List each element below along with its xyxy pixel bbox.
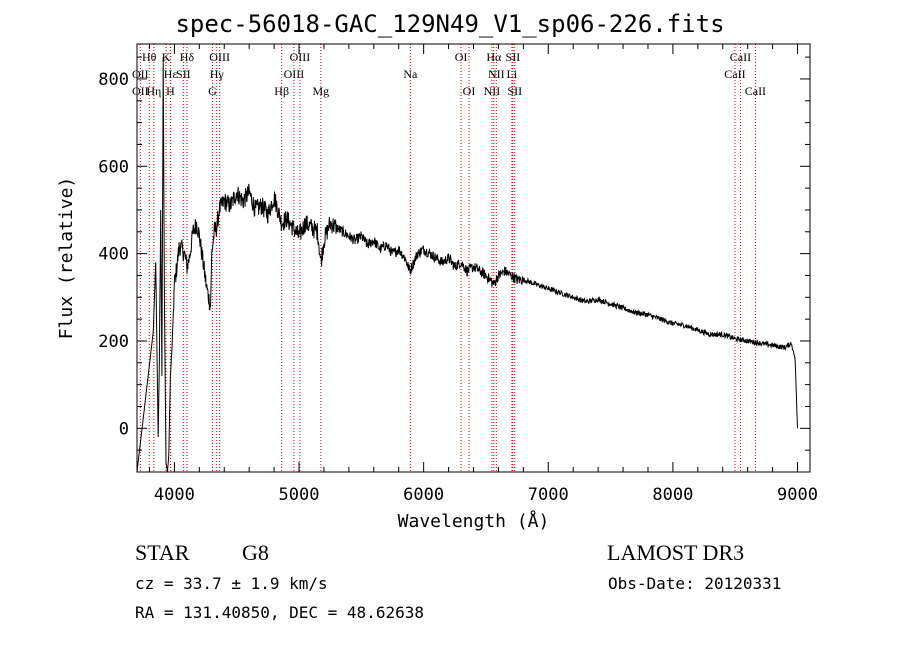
line-marker-label: OIII: [290, 50, 311, 64]
line-marker-label: NII: [484, 84, 501, 98]
line-marker-label: OIII: [284, 67, 305, 81]
chart-title: spec-56018-GAC_129N49_V1_sp06-226.fits: [175, 10, 725, 38]
y-tick-label: 600: [98, 157, 129, 177]
line-marker-label: K: [162, 50, 171, 64]
coordinates-readout: RA = 131.40850, DEC = 48.62638: [135, 603, 424, 622]
x-tick-label: 5000: [279, 485, 320, 505]
y-tick-label: 0: [119, 419, 129, 439]
spectrum-line: [136, 57, 798, 473]
plot-frame: [136, 43, 811, 473]
line-marker-label: OII: [132, 84, 149, 98]
line-marker-label: Li: [507, 67, 518, 81]
y-tick-label: 200: [98, 332, 129, 352]
y-axis-label: Flux (relative): [56, 177, 77, 340]
tick-labels-group: 4000 5000 6000 7000 8000 9000 0 200 400 600 800: [98, 70, 818, 505]
line-marker-label: Hγ: [210, 67, 225, 81]
x-tick-label: 9000: [777, 485, 818, 505]
line-marker-label: NII: [488, 67, 505, 81]
line-marker-label: H: [166, 84, 175, 98]
line-marker-label: Hη: [146, 84, 161, 98]
line-marker-label: OI: [463, 84, 476, 98]
x-tick-label: 7000: [528, 485, 569, 505]
line-marker-label: CaII: [745, 84, 766, 98]
x-tick-label: 4000: [154, 485, 195, 505]
marker-lines-group: [139, 44, 756, 472]
object-class: STAR: [135, 540, 190, 565]
x-tick-label: 6000: [403, 485, 444, 505]
y-tick-label: 800: [98, 70, 129, 90]
line-marker-label: Na: [403, 67, 418, 81]
observation-date: Obs-Date: 20120331: [608, 574, 782, 593]
x-tick-label: 8000: [652, 485, 693, 505]
line-marker-label: CaII: [730, 50, 751, 64]
line-marker-label: SII: [507, 84, 522, 98]
line-marker-label: G: [208, 84, 217, 98]
x-axis-label: Wavelength (Å): [398, 510, 550, 532]
y-tick-label: 400: [98, 245, 129, 265]
line-marker-label: Mg: [312, 84, 329, 98]
line-marker-label: OIII: [209, 50, 230, 64]
line-marker-label: OI: [455, 50, 468, 64]
line-marker-label: SII: [176, 67, 191, 81]
line-marker-label: Hα: [486, 50, 502, 64]
axis-ticks-group: [137, 44, 810, 473]
line-marker-label: Hδ: [180, 50, 195, 64]
line-marker-label: Hβ: [274, 84, 289, 98]
line-marker-label: CaII: [724, 67, 745, 81]
line-marker-label: Hθ: [142, 50, 157, 64]
line-marker-label: OII: [132, 67, 149, 81]
line-marker-label: Hε: [164, 67, 178, 81]
survey-name: LAMOST DR3: [607, 540, 745, 565]
object-subclass: G8: [242, 540, 269, 565]
velocity-readout: cz = 33.7 ± 1.9 km/s: [135, 574, 328, 593]
line-marker-label: SII: [506, 50, 521, 64]
